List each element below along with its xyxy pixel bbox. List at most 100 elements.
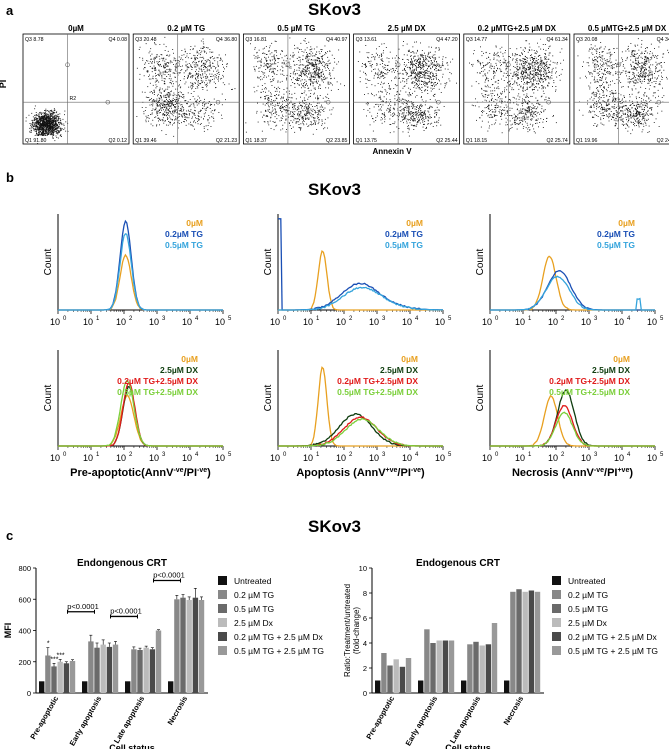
- scatter-plot-1: 0µM Q3 8.78 Q4 0.08 Q1 91.80 Q2 0.12 R2: [22, 24, 130, 145]
- scatter-dots: [357, 41, 457, 137]
- bar: [88, 641, 94, 693]
- quadrant-q3: Q3 13.61: [356, 37, 377, 43]
- bar-ytick-label: 6: [363, 614, 367, 623]
- scatter-plot-6: 0.5 µMTG+2.5 µM DX Q3 20.08 Q4 34.97 Q1 19.…: [573, 24, 669, 145]
- bar: [393, 659, 399, 694]
- hist-tick-exp: 2: [349, 452, 353, 458]
- hist-legend-entry: 2.5µM DX: [160, 365, 198, 375]
- hist-tick-exp: 4: [415, 316, 419, 322]
- bar-ylabel: Ratio:Treatment/untreated(fold-change): [343, 584, 361, 677]
- hist-tick-exp: 2: [349, 316, 353, 322]
- panel-a-title: SKov3: [308, 0, 361, 19]
- bar: [467, 644, 473, 694]
- quadrant-q3: Q3 20.48: [135, 37, 156, 43]
- hist-xlabel: Pre-apoptotic(AnnV-ve/PI-ve): [70, 467, 211, 479]
- legend-swatch: [218, 604, 227, 613]
- bar: [473, 641, 479, 694]
- hist-legend-entry: 0.2µM TG+2.5µM DX: [337, 376, 418, 386]
- scatter-title: 2.5 µM DX: [388, 24, 427, 33]
- scatter-plot-3: 0.5 µM TG Q3 16.81 Q4 40.97 Q1 18.37 Q2 23.8…: [242, 24, 350, 145]
- hist-tick-label: 10: [303, 453, 313, 463]
- hist-legend-entry: 0.2µM TG: [165, 229, 203, 239]
- bar-xlabel: Cell status: [445, 743, 491, 749]
- hist-legend-entry: 0µM: [401, 354, 418, 364]
- bar: [528, 590, 535, 693]
- panel-a-ylabel: PI: [0, 80, 8, 89]
- scatter-frame: [573, 33, 669, 145]
- bar: [448, 640, 455, 693]
- bar: [405, 658, 412, 693]
- hist-xlabel: Apoptosis (AnnV+ve/PI-ve): [296, 467, 425, 479]
- legend-swatch: [218, 646, 227, 655]
- bar-category-label: Pre-apoptotic: [28, 695, 60, 741]
- hist-tick-label: 10: [303, 317, 313, 327]
- hist-tick-label: 10: [515, 317, 525, 327]
- sig-label: p<0.0001: [153, 571, 185, 580]
- legend-label: Untreated: [568, 576, 606, 586]
- hist-tick-exp: 4: [627, 316, 631, 322]
- hist-tick-label: 10: [647, 317, 657, 327]
- bar-chart-title: Endogenous CRT: [416, 558, 500, 569]
- legend-swatch: [552, 632, 561, 641]
- bar: [198, 600, 205, 693]
- quadrant-q3: Q3 16.81: [245, 37, 266, 43]
- hist-tick-label: 10: [182, 453, 192, 463]
- hist-curve: [58, 233, 223, 311]
- bar-ytick-label: 8: [363, 589, 367, 598]
- legend-label: 0.5 µM TG: [568, 604, 608, 614]
- bar-xlabel: Cell status: [109, 743, 155, 749]
- hist-tick-label: 10: [149, 317, 159, 327]
- hist-tick-label: 10: [116, 453, 126, 463]
- bar: [143, 647, 149, 693]
- bar: [100, 644, 106, 693]
- hist-curve: [278, 286, 443, 311]
- hist-tick-exp: 3: [594, 452, 598, 458]
- bar: [186, 600, 192, 693]
- hist-tick-exp: 3: [382, 316, 386, 322]
- hist-legend-entry: 0µM: [186, 218, 203, 228]
- bar: [399, 666, 406, 694]
- hist-curve: [490, 255, 655, 311]
- bar: [522, 591, 528, 693]
- hist-tick-label: 10: [182, 317, 192, 327]
- bar: [106, 646, 113, 693]
- hist-tick-label: 10: [482, 453, 492, 463]
- bar-ytick-label: 10: [359, 564, 367, 573]
- hist-ylabel: Count: [263, 248, 274, 275]
- legend-swatch: [552, 618, 561, 627]
- hist-ylabel: Count: [263, 384, 274, 411]
- hist-tick-label: 10: [402, 453, 412, 463]
- hist-tick-exp: 4: [627, 452, 631, 458]
- bar-category-label: Pre-apoptotic: [364, 695, 396, 741]
- bar: [131, 649, 137, 694]
- bar: [94, 647, 100, 693]
- hist-tick-exp: 4: [195, 452, 199, 458]
- hist-legend-entry: 0.2µM TG+2.5µM DX: [117, 376, 198, 386]
- bar-category-label: Late apoptosis: [448, 695, 482, 745]
- bar: [112, 644, 119, 693]
- legend-label: 0.2 µM TG + 2.5 µM Dx: [568, 632, 658, 642]
- hist-tick-exp: 2: [561, 316, 565, 322]
- bar: [174, 599, 180, 694]
- hist-tick-exp: 2: [561, 452, 565, 458]
- bar: [516, 589, 522, 693]
- hist-tick-label: 10: [270, 317, 280, 327]
- bar: [430, 643, 436, 693]
- hist-tick-label: 10: [116, 317, 126, 327]
- bar-ytick-label: 0: [363, 689, 367, 698]
- sig-star: ***: [50, 656, 58, 663]
- hist-tick-exp: 1: [316, 452, 320, 458]
- bar: [57, 661, 63, 694]
- bar: [82, 681, 88, 693]
- hist-tick-label: 10: [647, 453, 657, 463]
- hist-ylabel: Count: [475, 248, 486, 275]
- bar-chart-title: Endongenous CRT: [77, 558, 167, 569]
- hist-tick-label: 10: [581, 453, 591, 463]
- hist-tick-exp: 3: [162, 452, 166, 458]
- hist-tick-label: 10: [83, 453, 93, 463]
- quadrant-q1: Q1 91.80: [25, 138, 46, 144]
- hist-tick-exp: 2: [129, 316, 133, 322]
